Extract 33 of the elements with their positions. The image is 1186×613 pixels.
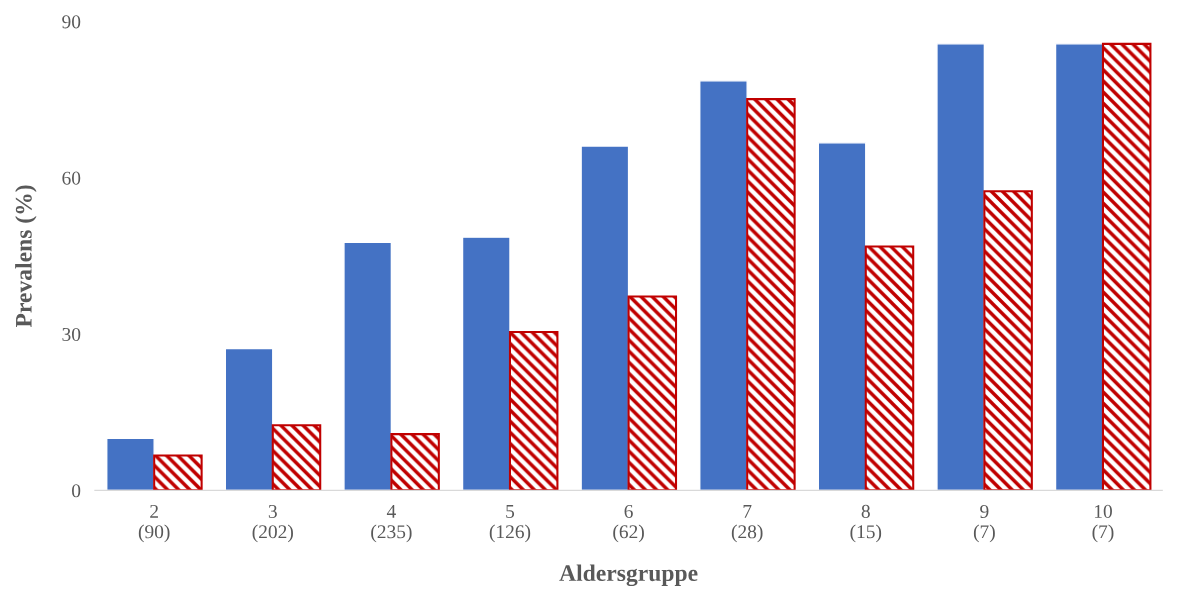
bar xyxy=(106,437,155,491)
y-tick-label: 0 xyxy=(72,484,81,498)
x-tick-label: 3 (202) xyxy=(252,504,293,543)
x-axis-title: Aldersgruppe xyxy=(559,564,698,587)
bar xyxy=(461,236,511,491)
bar xyxy=(508,330,559,491)
y-axis-title: Prevalens (%) xyxy=(15,185,37,328)
x-tick-label: 7 (28) xyxy=(731,505,763,543)
x-tick-label: 2 (90) xyxy=(138,504,170,543)
bar xyxy=(746,98,796,491)
bar xyxy=(1101,42,1152,491)
x-tick-label: 6 (62) xyxy=(613,504,644,543)
y-tick-label: 30 xyxy=(62,327,81,342)
bar xyxy=(817,142,867,491)
bar xyxy=(580,145,630,491)
bar xyxy=(390,433,440,491)
x-tick-label: 8 (15) xyxy=(850,504,882,543)
bar xyxy=(343,241,393,491)
bar xyxy=(983,190,1033,491)
bar xyxy=(864,245,915,491)
bar xyxy=(153,454,203,491)
bar xyxy=(699,80,748,491)
bar xyxy=(271,424,322,491)
x-tick-label: 10 (7) xyxy=(1092,504,1114,543)
bar xyxy=(1054,43,1104,491)
bar xyxy=(224,347,274,491)
bar xyxy=(936,43,986,491)
bar xyxy=(627,295,678,491)
y-tick-label: 60 xyxy=(62,171,81,185)
x-tick-label: 4 (235) xyxy=(371,504,412,543)
y-tick-label: 90 xyxy=(62,15,81,29)
x-tick-label: 5 (126) xyxy=(489,505,531,543)
x-tick-label: 9 (7) xyxy=(973,504,995,543)
